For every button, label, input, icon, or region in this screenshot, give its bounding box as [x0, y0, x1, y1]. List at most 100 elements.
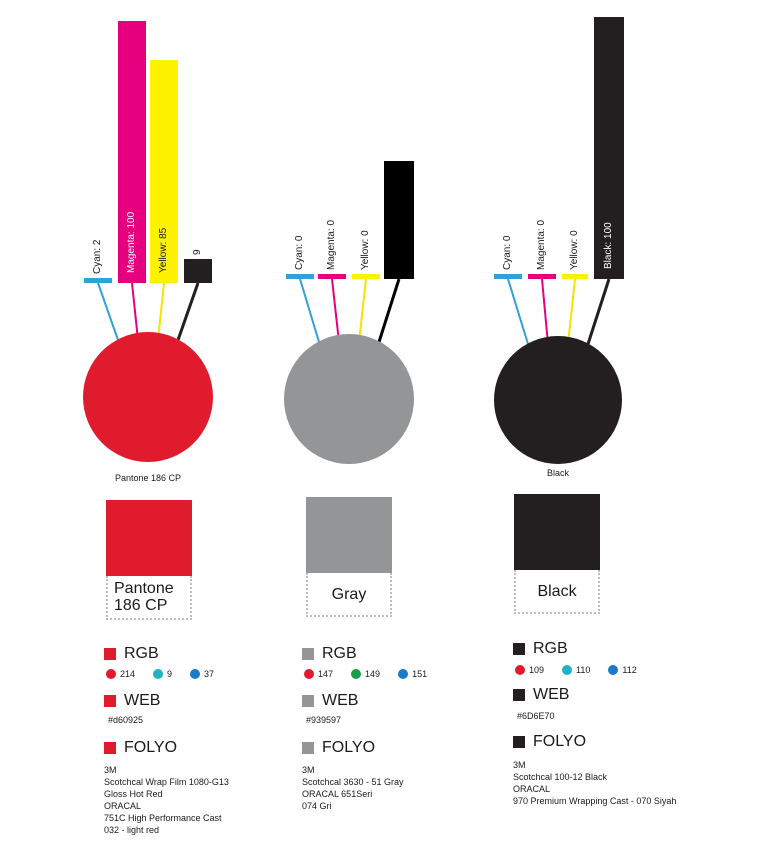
rgb-values: 214 9 37: [106, 668, 232, 679]
web-hex-value: #939597: [306, 715, 342, 725]
circle-caption: Black: [546, 468, 569, 478]
rgb-value: 109: [529, 664, 545, 675]
folyo-line: Scotchcal 100-12 Black: [513, 772, 608, 782]
rgb-dot-icon: [562, 664, 573, 675]
rgb-title: RGB: [124, 645, 159, 662]
connector-line-3: [157, 282, 165, 341]
cmyk-label-2: Magenta: 0: [536, 219, 547, 270]
folyo-line: Scotchcal Wrap Film 1080-G13: [104, 777, 229, 787]
connector-line-2: [331, 278, 340, 343]
connector-line-4: [586, 278, 611, 345]
rgb-value: 214: [120, 668, 136, 679]
cmyk-label-1: Cyan: 0: [502, 235, 513, 270]
rgb-value: 110: [576, 664, 591, 675]
folyo-line: ORACAL: [104, 801, 142, 811]
folyo-list: 3M Scotchcal 100-12 Black ORACAL 970 Premiu…: [513, 759, 676, 807]
cmyk-bar-4: [384, 161, 414, 279]
connector-line-4: [377, 278, 401, 343]
swatch-label-line: 186 CP: [114, 597, 168, 614]
cmyk-label-4: Black: 100: [603, 222, 614, 269]
cmyk-bar-4: [184, 259, 212, 283]
rgb-heading: RGB: [104, 645, 159, 663]
rgb-title: RGB: [322, 645, 357, 662]
swatch-label-line: Black: [537, 583, 577, 600]
cmyk-bar-4: [594, 17, 624, 279]
rgb-heading: RGB: [302, 645, 357, 663]
folyo-square-icon: [513, 735, 525, 748]
web-square-icon: [104, 694, 116, 707]
rgb-dot-icon: [106, 668, 116, 679]
folyo-title: FOLYO: [124, 739, 178, 756]
folyo-line: 3M: [302, 765, 315, 775]
cmyk-bar-3: [352, 274, 380, 279]
rgb-dot-icon: [304, 668, 314, 679]
rgb-value: 112: [622, 664, 637, 675]
folyo-square-icon: [104, 741, 116, 754]
rgb-heading: RGB: [513, 640, 568, 658]
rgb-values: 147 149 151: [304, 668, 445, 679]
folyo-line: Gloss Hot Red: [104, 789, 163, 799]
cmyk-label-1: Cyan: 0: [294, 235, 305, 270]
web-heading: WEB: [104, 692, 160, 710]
color-circle: [83, 332, 213, 462]
rgb-square-icon: [302, 647, 314, 660]
swatch-label-line: Gray: [331, 586, 367, 603]
cmyk-bar-2: [318, 274, 346, 279]
connector-line-1: [507, 278, 529, 345]
rgb-values: 109 110 112: [515, 664, 655, 675]
swatch-label-area: Gray: [306, 573, 392, 617]
folyo-line: Scotchcal 3630 - 51 Gray: [302, 777, 404, 787]
cmyk-bar-1: [494, 274, 522, 279]
connector-line-3: [567, 278, 576, 345]
web-square-icon: [513, 688, 525, 701]
rgb-square-icon: [104, 647, 116, 660]
rgb-dot-icon: [515, 664, 525, 675]
color-circle: [494, 336, 622, 464]
swatch-label-line: Pantone: [114, 580, 174, 597]
folyo-list: 3M Scotchcal Wrap Film 1080-G13 Gloss Hot …: [104, 764, 229, 836]
cmyk-label-2: Magenta: 100: [126, 211, 137, 273]
cmyk-label-2: Magenta: 0: [326, 219, 337, 270]
web-square-icon: [302, 694, 314, 707]
cmyk-bar-2: [528, 274, 556, 279]
cmyk-bar-1: [84, 278, 112, 283]
web-title: WEB: [124, 692, 161, 709]
connector-line-1: [97, 282, 119, 341]
cmyk-bar-2: [118, 21, 146, 283]
rgb-dot-icon: [190, 668, 201, 679]
cmyk-label-4: 9: [192, 249, 203, 255]
rgb-value: 9: [167, 668, 173, 679]
folyo-title: FOLYO: [533, 733, 587, 750]
web-hex-value: #6D6E70: [517, 711, 555, 721]
folyo-line: 032 - light red: [104, 825, 160, 835]
color-swatch-card: Gray: [306, 497, 392, 617]
rgb-value: 151: [412, 668, 428, 679]
cmyk-bar-3: [150, 60, 178, 283]
color-circle: [284, 334, 414, 464]
rgb-value: 37: [204, 668, 215, 679]
connector-line-2: [131, 282, 139, 341]
web-title: WEB: [322, 692, 359, 709]
folyo-line: 3M: [513, 760, 526, 770]
swatch-color: [514, 494, 600, 570]
web-heading: WEB: [302, 692, 358, 710]
cmyk-label-1: Cyan: 2: [92, 239, 103, 274]
swatch-label-area: Black: [514, 570, 600, 614]
color-swatch-card: Pantone 186 CP: [106, 500, 192, 620]
web-heading: WEB: [513, 686, 569, 704]
connector-line-4: [176, 282, 200, 341]
rgb-dot-icon: [608, 664, 619, 675]
folyo-title: FOLYO: [322, 739, 376, 756]
connector-line-1: [299, 278, 320, 343]
connector-line-3: [358, 278, 367, 343]
swatch-color: [306, 497, 392, 573]
rgb-dot-icon: [351, 668, 362, 679]
cmyk-bar-1: [286, 274, 314, 279]
cmyk-label-3: Yellow: 0: [569, 230, 580, 270]
folyo-heading: FOLYO: [302, 739, 375, 757]
folyo-line: 751C High Performance Cast: [104, 813, 222, 823]
folyo-heading: FOLYO: [104, 739, 177, 757]
rgb-title: RGB: [533, 640, 568, 657]
